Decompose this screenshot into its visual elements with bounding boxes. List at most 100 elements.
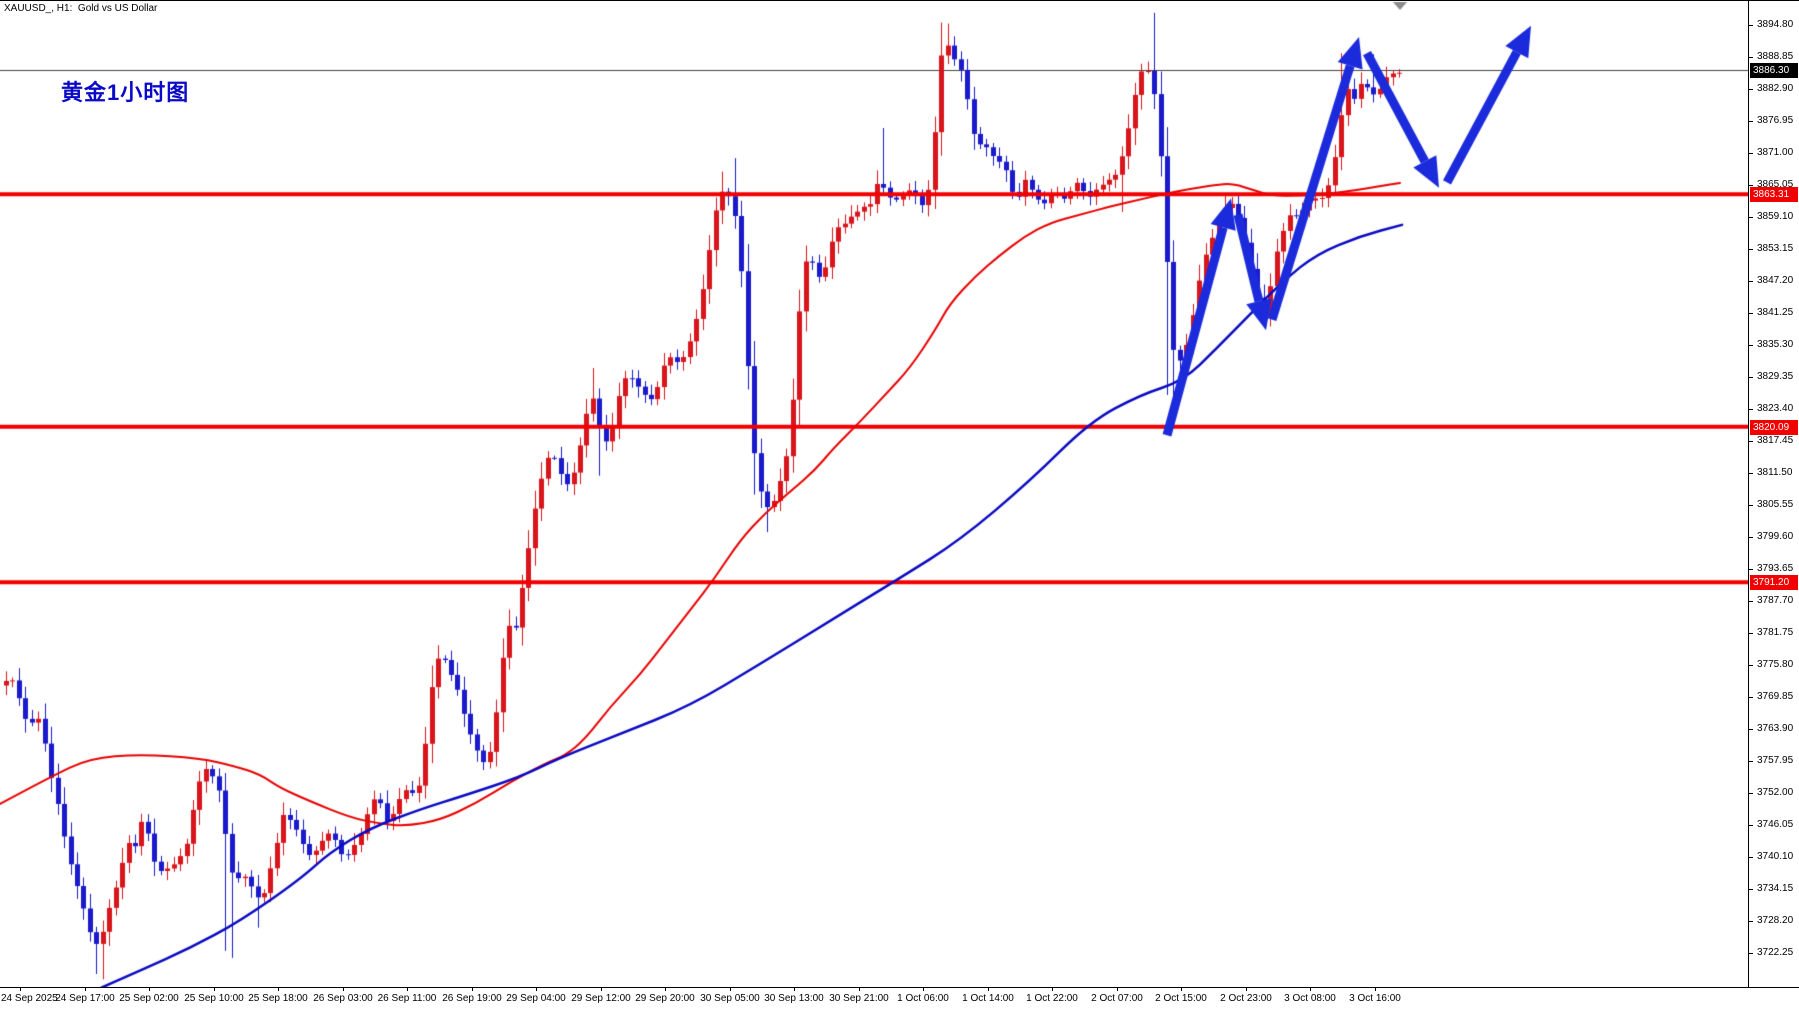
price-axis-tick: [1749, 921, 1753, 922]
price-axis-tick: [1749, 57, 1753, 58]
price-axis-tick: [1749, 249, 1753, 250]
price-axis-tick: [1749, 217, 1753, 218]
time-axis-label: 3 Oct 16:00: [1349, 993, 1401, 1004]
time-axis-tick: [1375, 988, 1376, 991]
price-axis-label: 3871.00: [1757, 146, 1794, 158]
price-axis-label: 3740.10: [1757, 851, 1794, 863]
time-axis-tick: [1052, 988, 1053, 991]
price-axis-label: 3835.30: [1757, 338, 1794, 350]
price-axis-tick: [1749, 185, 1753, 186]
time-axis-label: 30 Sep 13:00: [764, 993, 824, 1004]
time-axis-tick: [1246, 988, 1247, 991]
price-axis-tick: [1749, 377, 1753, 378]
price-axis-tick: [1749, 89, 1753, 90]
price-axis-label: 3728.20: [1757, 915, 1794, 927]
time-axis-tick: [1117, 988, 1118, 991]
price-axis-tick: [1749, 537, 1753, 538]
time-axis-label: 24 Sep 17:00: [55, 993, 115, 1004]
price-chart-canvas[interactable]: [0, 1, 1748, 987]
price-axis-label: 3787.70: [1757, 595, 1794, 607]
price-axis-tick: [1749, 569, 1753, 570]
price-axis-tick: [1749, 409, 1753, 410]
price-axis-tick: [1749, 953, 1753, 954]
price-axis-label: 3853.15: [1757, 242, 1794, 254]
price-axis-label: 3734.15: [1757, 883, 1794, 895]
price-axis-label: 3823.40: [1757, 402, 1794, 414]
price-axis-label: 3894.80: [1757, 18, 1794, 30]
price-axis-tick: [1749, 633, 1753, 634]
price-axis[interactable]: 3894.80 3888.85 3882.90 3876.95 3871.00 3865.…: [1748, 1, 1799, 987]
time-axis-label: 1 Oct 14:00: [962, 993, 1014, 1004]
time-axis-tick: [343, 988, 344, 991]
price-axis-label: 3746.05: [1757, 819, 1794, 831]
price-axis-label: 3888.85: [1757, 50, 1794, 62]
time-axis-label: 2 Oct 07:00: [1091, 993, 1143, 1004]
time-axis-label: 30 Sep 05:00: [700, 993, 760, 1004]
time-axis-label: 29 Sep 20:00: [635, 993, 695, 1004]
time-axis-tick: [20, 988, 21, 991]
time-axis-tick: [794, 988, 795, 991]
price-axis-tick: [1749, 153, 1753, 154]
time-axis-tick: [407, 988, 408, 991]
price-axis-label: 3805.55: [1757, 498, 1794, 510]
price-axis-label: 3859.10: [1757, 210, 1794, 222]
price-axis-label: 3882.90: [1757, 82, 1794, 94]
time-axis-tick: [149, 988, 150, 991]
price-axis-tick: [1749, 281, 1753, 282]
price-axis-label: 3876.95: [1757, 114, 1794, 126]
time-axis-label: 1 Oct 06:00: [897, 993, 949, 1004]
time-axis-label: 25 Sep 02:00: [119, 993, 179, 1004]
price-axis-tick: [1749, 313, 1753, 314]
time-axis-tick: [601, 988, 602, 991]
price-axis-label: 3752.00: [1757, 787, 1794, 799]
time-axis-tick: [214, 988, 215, 991]
time-axis-tick: [1310, 988, 1311, 991]
time-axis[interactable]: 24 Sep 2025 24 Sep 17:00 25 Sep 02:00 25 Se…: [0, 987, 1799, 1009]
level-price-tag: 3791.20: [1750, 575, 1798, 591]
price-axis-label: 3757.95: [1757, 755, 1794, 767]
time-axis-tick: [1181, 988, 1182, 991]
price-axis-label: 3781.75: [1757, 627, 1794, 639]
price-axis-tick: [1749, 793, 1753, 794]
time-axis-tick: [536, 988, 537, 991]
time-axis-tick: [923, 988, 924, 991]
price-axis-tick: [1749, 729, 1753, 730]
price-axis-label: 3811.50: [1757, 466, 1793, 478]
time-axis-label: 29 Sep 12:00: [571, 993, 631, 1004]
time-axis-label: 25 Sep 10:00: [184, 993, 244, 1004]
price-axis-label: 3817.45: [1757, 434, 1794, 446]
time-axis-label: 26 Sep 11:00: [377, 993, 437, 1004]
price-axis-tick: [1749, 697, 1753, 698]
time-axis-tick: [988, 988, 989, 991]
time-axis-tick: [665, 988, 666, 991]
time-axis-label: 26 Sep 03:00: [313, 993, 373, 1004]
time-axis-label: 3 Oct 08:00: [1284, 993, 1336, 1004]
price-axis-label: 3769.85: [1757, 691, 1794, 703]
time-axis-label: 24 Sep 2025: [1, 993, 58, 1004]
price-axis-tick: [1749, 601, 1753, 602]
price-axis-label: 3799.60: [1757, 531, 1794, 542]
price-axis-tick: [1749, 761, 1753, 762]
time-axis-label: 29 Sep 04:00: [506, 993, 566, 1004]
time-axis-label: 2 Oct 23:00: [1220, 993, 1272, 1004]
price-axis-label: 3775.80: [1757, 659, 1794, 671]
level-price-tag: 3863.31: [1750, 187, 1798, 203]
price-axis-label: 3865.05: [1757, 178, 1794, 190]
time-axis-label: 30 Sep 21:00: [829, 993, 889, 1004]
price-axis-tick: [1749, 345, 1753, 346]
price-axis-tick: [1749, 121, 1753, 122]
time-axis-tick: [85, 988, 86, 991]
time-axis-label: 2 Oct 15:00: [1155, 993, 1207, 1004]
time-axis-tick: [278, 988, 279, 991]
time-axis-tick: [730, 988, 731, 991]
time-axis-tick: [472, 988, 473, 991]
time-axis-label: 25 Sep 18:00: [248, 993, 308, 1004]
price-axis-tick: [1749, 25, 1753, 26]
price-axis-label: 3847.20: [1757, 274, 1794, 286]
level-price-tag: 3820.09: [1750, 419, 1798, 435]
time-axis-label: 1 Oct 22:00: [1026, 993, 1078, 1004]
chart-title: XAUUSD_, H1: Gold vs US Dollar: [4, 3, 158, 14]
price-axis-tick: [1749, 441, 1753, 442]
price-axis-tick: [1749, 665, 1753, 666]
